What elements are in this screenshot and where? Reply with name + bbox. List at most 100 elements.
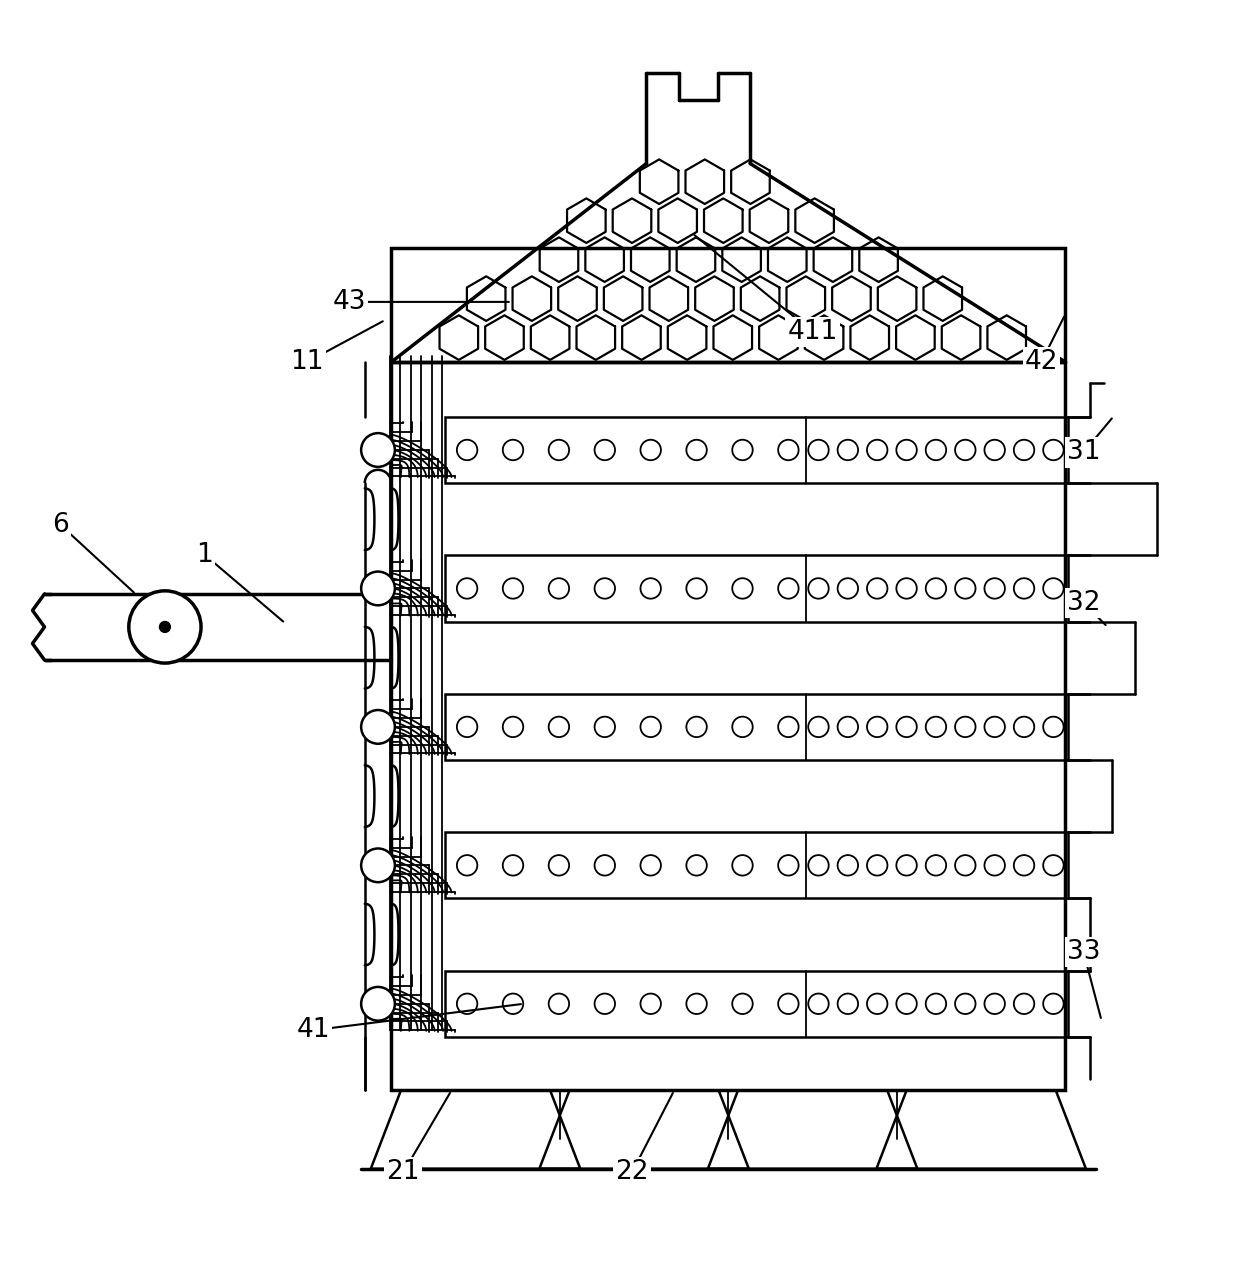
Text: 32: 32: [1066, 590, 1100, 616]
Circle shape: [502, 578, 523, 598]
Circle shape: [160, 621, 170, 633]
Circle shape: [1043, 440, 1064, 460]
Bar: [445, 832, 1068, 898]
Circle shape: [687, 855, 707, 875]
Circle shape: [1043, 855, 1064, 875]
Text: 43: 43: [332, 289, 366, 314]
Circle shape: [548, 993, 569, 1013]
Circle shape: [985, 440, 1004, 460]
Circle shape: [594, 993, 615, 1013]
Circle shape: [1043, 717, 1064, 737]
Circle shape: [733, 855, 753, 875]
Circle shape: [837, 440, 858, 460]
Circle shape: [926, 855, 946, 875]
Circle shape: [897, 440, 916, 460]
Bar: [445, 971, 1068, 1036]
Text: 6: 6: [52, 511, 68, 538]
Circle shape: [594, 578, 615, 598]
Circle shape: [1014, 717, 1034, 737]
Circle shape: [129, 590, 201, 663]
Circle shape: [456, 440, 477, 460]
Circle shape: [1043, 578, 1064, 598]
Bar: [445, 556, 1068, 621]
Circle shape: [687, 578, 707, 598]
Circle shape: [897, 717, 916, 737]
Circle shape: [361, 571, 394, 606]
Circle shape: [733, 993, 753, 1013]
Circle shape: [594, 717, 615, 737]
Circle shape: [926, 578, 946, 598]
Circle shape: [361, 987, 394, 1021]
Circle shape: [594, 440, 615, 460]
Circle shape: [897, 993, 916, 1013]
Circle shape: [1014, 440, 1034, 460]
Circle shape: [640, 855, 661, 875]
Circle shape: [779, 855, 799, 875]
Circle shape: [926, 717, 946, 737]
Bar: [392, 248, 1065, 1090]
Circle shape: [640, 717, 661, 737]
Circle shape: [926, 440, 946, 460]
Circle shape: [955, 440, 976, 460]
Circle shape: [837, 993, 858, 1013]
Circle shape: [837, 578, 858, 598]
Circle shape: [456, 993, 477, 1013]
Circle shape: [548, 717, 569, 737]
Circle shape: [779, 440, 799, 460]
Circle shape: [955, 855, 976, 875]
Circle shape: [779, 993, 799, 1013]
Circle shape: [808, 717, 828, 737]
Circle shape: [502, 717, 523, 737]
Circle shape: [985, 578, 1004, 598]
Circle shape: [808, 993, 828, 1013]
Circle shape: [548, 440, 569, 460]
Circle shape: [687, 440, 707, 460]
Circle shape: [985, 855, 1004, 875]
Circle shape: [867, 993, 888, 1013]
Circle shape: [687, 993, 707, 1013]
Circle shape: [955, 578, 976, 598]
Circle shape: [502, 440, 523, 460]
Bar: [445, 417, 1068, 483]
Circle shape: [502, 855, 523, 875]
Circle shape: [1014, 578, 1034, 598]
Circle shape: [733, 578, 753, 598]
Circle shape: [808, 440, 828, 460]
Text: 11: 11: [290, 349, 324, 376]
Circle shape: [548, 578, 569, 598]
Circle shape: [867, 578, 888, 598]
Circle shape: [361, 849, 394, 882]
Circle shape: [456, 717, 477, 737]
Circle shape: [985, 717, 1004, 737]
Circle shape: [897, 855, 916, 875]
Circle shape: [955, 717, 976, 737]
Circle shape: [733, 440, 753, 460]
Circle shape: [1014, 993, 1034, 1013]
Circle shape: [955, 993, 976, 1013]
Circle shape: [548, 855, 569, 875]
Circle shape: [985, 993, 1004, 1013]
Circle shape: [640, 993, 661, 1013]
Circle shape: [361, 711, 394, 744]
Text: 31: 31: [1066, 440, 1100, 465]
Text: 21: 21: [387, 1159, 420, 1185]
Circle shape: [502, 993, 523, 1013]
Circle shape: [687, 717, 707, 737]
Circle shape: [897, 578, 916, 598]
Text: 22: 22: [615, 1159, 649, 1185]
Circle shape: [867, 855, 888, 875]
Circle shape: [456, 855, 477, 875]
Circle shape: [837, 717, 858, 737]
Circle shape: [594, 855, 615, 875]
Text: 1: 1: [196, 542, 213, 567]
Circle shape: [640, 440, 661, 460]
Circle shape: [1043, 993, 1064, 1013]
Circle shape: [808, 855, 828, 875]
Circle shape: [640, 578, 661, 598]
Circle shape: [867, 717, 888, 737]
Text: 42: 42: [1024, 349, 1058, 376]
Text: 41: 41: [296, 1017, 330, 1043]
Text: 411: 411: [787, 320, 838, 345]
Text: 33: 33: [1066, 939, 1100, 965]
Circle shape: [867, 440, 888, 460]
